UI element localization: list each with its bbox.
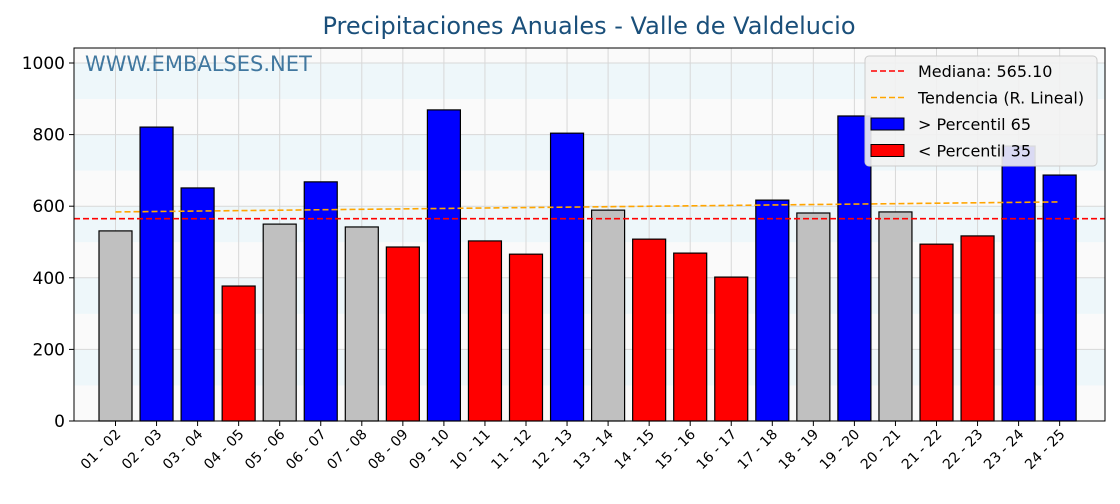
bar: [673, 252, 708, 422]
bar: [467, 240, 503, 422]
bar: [1042, 174, 1077, 422]
bar: [344, 226, 379, 422]
bar: [796, 212, 831, 422]
bar: [919, 243, 954, 422]
bar: [1001, 145, 1036, 422]
x-tick-label: 22 - 23: [940, 427, 986, 473]
legend-box-swatch: [870, 117, 905, 131]
bar: [426, 109, 461, 422]
bar: [98, 230, 133, 422]
x-tick-label: 17 - 18: [735, 427, 781, 473]
bar: [139, 126, 174, 422]
background-band: [74, 206, 1105, 243]
bar: [262, 223, 297, 422]
legend-label: Tendencia (R. Lineal): [917, 89, 1084, 108]
bar: [960, 235, 995, 422]
bar: [878, 211, 913, 422]
x-tick-label: 03 - 04: [160, 426, 206, 472]
x-tick-label: 18 - 19: [776, 427, 822, 473]
y-tick-label: 0: [54, 412, 65, 432]
x-tick-label: 24 - 25: [1022, 427, 1068, 473]
y-tick-label: 200: [33, 340, 65, 360]
x-tick-label: 09 - 10: [406, 427, 452, 473]
legend-box: [864, 55, 1098, 167]
x-tick-label: 02 - 03: [119, 427, 165, 473]
bar: [385, 246, 420, 422]
bar: [180, 187, 215, 422]
legend: Mediana: 565.10 Tendencia (R. Lineal) > P…: [864, 55, 1098, 167]
x-tick-label: 21 - 22: [899, 427, 945, 473]
x-tick-label: 10 - 11: [447, 427, 493, 473]
chart-title: Precipitaciones Anuales - Valle de Valde…: [322, 12, 855, 40]
x-tick-label: 19 - 20: [817, 427, 863, 473]
legend-box-swatch: [870, 144, 905, 157]
y-tick-label: 600: [33, 197, 65, 217]
y-tick-label: 400: [33, 269, 65, 289]
bar: [303, 181, 338, 422]
x-tick-label: 15 - 16: [653, 426, 699, 472]
x-tick-label: 13 - 14: [571, 426, 617, 472]
y-tick-label: 1000: [22, 54, 65, 74]
legend-label: Mediana: 565.10: [918, 62, 1052, 81]
x-tick-label: 08 - 09: [365, 427, 411, 473]
bar: [837, 115, 872, 422]
plot-frame: [73, 47, 1106, 422]
bar: [549, 132, 585, 422]
watermark: WWW.EMBALSES.NET: [85, 52, 312, 76]
bar: [714, 276, 749, 422]
bar: [632, 238, 667, 422]
bar: [221, 285, 256, 422]
bar: [755, 199, 790, 422]
x-tick-label: 06 - 07: [283, 427, 329, 473]
x-tick-label: 12 - 13: [529, 427, 575, 473]
x-tick-label: 05 - 06: [242, 426, 288, 472]
y-tick-label: 800: [33, 126, 65, 146]
x-tick-label: 23 - 24: [981, 426, 1027, 472]
bar: [590, 209, 626, 422]
x-tick-label: 20 - 21: [858, 427, 904, 473]
legend-label: > Percentil 65: [918, 115, 1031, 134]
x-tick-label: 11 - 12: [488, 427, 534, 473]
x-tick-label: 16 - 17: [694, 427, 740, 473]
x-tick-label: 04 - 05: [201, 427, 247, 473]
x-tick-label: 01 - 02: [78, 427, 124, 473]
trend-line: [115, 201, 1060, 213]
legend-label: < Percentil 35: [918, 142, 1031, 161]
x-tick-label: 14 - 15: [612, 427, 658, 473]
x-tick-label: 07 - 08: [324, 427, 370, 473]
bar: [508, 253, 544, 422]
